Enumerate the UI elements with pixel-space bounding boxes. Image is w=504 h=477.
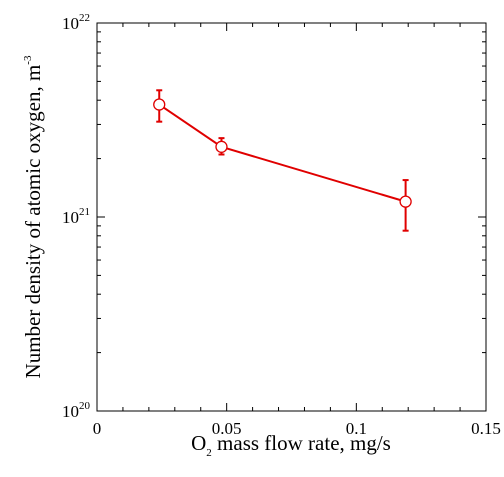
y-axis-label-superscript: -3 — [22, 55, 34, 65]
y-tick-label: 1022 — [62, 12, 90, 33]
x-tick-label: 0 — [93, 419, 102, 438]
x-axis-label-rest: mass flow rate, mg/s — [212, 431, 391, 455]
x-tick-label: 0.05 — [212, 419, 242, 438]
series-layer — [153, 89, 412, 232]
y-tick-label: 1021 — [62, 206, 90, 227]
data-point — [399, 195, 412, 208]
data-point — [215, 140, 228, 153]
x-axis-label-subscript: 2 — [206, 447, 212, 459]
y-tick-label: 1020 — [62, 400, 91, 421]
series-line — [158, 103, 406, 203]
x-tick-label: 0.15 — [471, 419, 501, 438]
ticks-layer: 0 0.05 0.1 0.15 1020 1021 1022 — [62, 12, 501, 438]
x-tick-label: 0.1 — [346, 419, 367, 438]
plot-frame — [96, 22, 487, 412]
data-point — [153, 98, 166, 111]
y-axis-label: Number density of atomic oxygen, m-3 — [21, 55, 45, 378]
x-axis-label: O2 mass flow rate, mg/s — [191, 431, 391, 459]
